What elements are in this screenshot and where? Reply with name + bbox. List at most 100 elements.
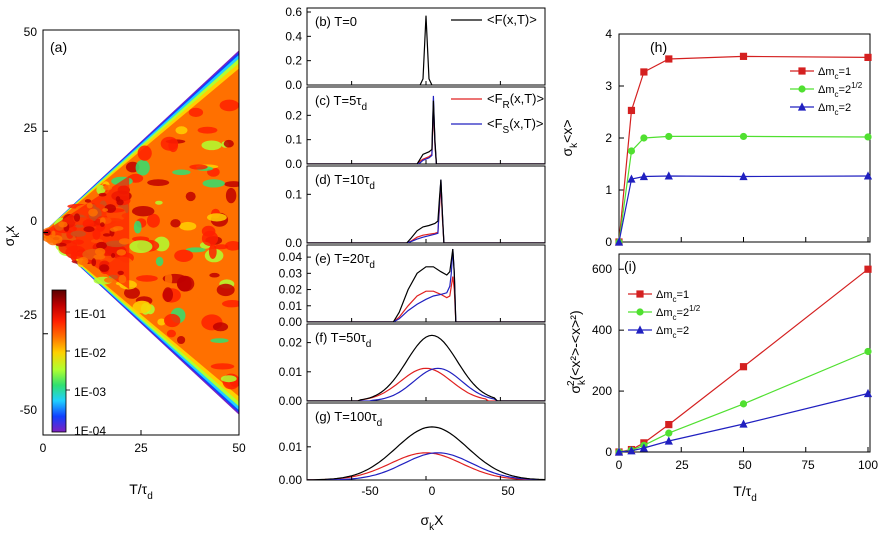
heat-patch	[104, 277, 115, 283]
ytick-label: 0.04	[279, 250, 303, 264]
heat-patch	[86, 202, 93, 209]
heat-patch	[52, 235, 63, 244]
heat-patch	[207, 213, 227, 222]
marker-triangle	[639, 443, 648, 452]
a-ytick-m25: -25	[20, 308, 38, 322]
marker-circle	[665, 429, 673, 437]
marker-circle	[665, 132, 673, 141]
heat-patch	[93, 254, 106, 260]
heat-patch	[58, 221, 68, 228]
heat-patch	[177, 336, 186, 344]
heat-patch	[185, 191, 196, 202]
colorbar-label-2: 1E-02	[74, 346, 106, 360]
panel-b: 0.6 0.4 0.2 0.0 (b) T=0 <F(x,T)>	[285, 5, 546, 92]
heat-patch	[146, 213, 160, 228]
marker-square	[864, 265, 872, 273]
heat-patch	[197, 126, 218, 134]
ytick-label: 0.03	[279, 266, 303, 280]
legend-label: Δmc=2	[656, 325, 689, 340]
ytick-label: 0	[605, 445, 612, 459]
panels-bg-xlabel: σkX	[421, 512, 445, 533]
marker-square	[665, 55, 673, 63]
heat-patch	[99, 264, 110, 272]
heat-patch	[160, 136, 179, 151]
ytick-label: 0.2	[285, 54, 302, 68]
marker-triangle	[797, 102, 807, 111]
panel-c: 0.2 0.1 0.0 (c) T=5τd <FR(x,T)> <FS(x,T)>	[285, 86, 546, 171]
marker-square	[665, 420, 673, 429]
legend-label: Δmc=2	[818, 102, 851, 117]
marker-square	[798, 67, 806, 75]
marker-square	[739, 52, 748, 60]
heat-patch	[109, 227, 119, 232]
i-xtick-0: 0	[616, 458, 623, 472]
panel-a-ylabel: σkx	[1, 226, 22, 247]
ytick-label: 0.0	[285, 236, 302, 250]
marker-triangle	[614, 447, 624, 456]
heat-patch	[124, 287, 140, 299]
heat-patch	[202, 179, 225, 188]
heat-patch	[94, 247, 106, 256]
a-ytick-m50: -50	[20, 403, 38, 417]
heat-patch	[188, 178, 205, 185]
heat-patch	[190, 210, 212, 224]
series-line	[618, 55, 869, 243]
curve-F	[419, 15, 433, 85]
heat-patch	[220, 375, 237, 383]
ytick-label: 600	[592, 262, 612, 276]
heat-patch	[225, 187, 237, 204]
ytick-label: 4	[605, 27, 612, 41]
heat-patch	[156, 303, 171, 309]
heat-patch	[117, 270, 124, 275]
ytick-label: 200	[592, 384, 612, 398]
panel-label: (b) T=0	[315, 14, 357, 29]
heat-core	[43, 175, 130, 290]
curve-F	[307, 248, 545, 322]
legend-label-FS: <FS(x,T)>	[487, 116, 544, 136]
ytick-label: 0	[605, 235, 612, 249]
heat-patch	[210, 338, 229, 343]
i-xtick-50: 50	[738, 458, 752, 472]
marker-triangle	[627, 446, 636, 455]
curve-FR	[307, 452, 545, 480]
ytick-label: 0.01	[279, 365, 303, 379]
heat-patch	[210, 363, 235, 370]
marker-triangle	[739, 419, 748, 428]
colorbar-label-4: 1E-04	[74, 424, 106, 438]
heat-patch	[83, 226, 95, 233]
heat-patch	[91, 258, 97, 267]
heat-patch	[222, 300, 239, 308]
panel-h-ylabel: σk<x>	[559, 120, 580, 157]
colorbar: 1E-01 1E-02 1E-03 1E-04	[51, 289, 106, 438]
heat-patch	[135, 159, 150, 176]
heat-patch	[51, 230, 56, 237]
ytick-label: 0.00	[279, 473, 303, 487]
marker-circle	[739, 132, 748, 141]
marker-triangle	[635, 325, 645, 334]
ytick-label: 3	[605, 79, 612, 93]
panel-a-label: (a)	[50, 39, 67, 55]
heat-patch	[132, 236, 150, 242]
heat-patch	[174, 249, 194, 262]
colorbar-scale	[51, 289, 67, 433]
ytick-label: 0.02	[279, 283, 303, 297]
heat-patch	[220, 348, 229, 355]
panels-bg-x-ticks: -50 0 50	[361, 484, 515, 498]
marker-circle	[739, 400, 748, 408]
a-xtick-25: 25	[134, 441, 148, 455]
marker-circle	[636, 308, 644, 316]
heat-patch	[82, 259, 88, 267]
ytick-label: 0.02	[279, 336, 303, 350]
panel-i-label: (i)	[624, 258, 636, 274]
ytick-label: 2	[605, 131, 612, 145]
heat-patch	[129, 240, 153, 254]
heat-patch	[102, 233, 111, 237]
ytick-label: 0.0	[285, 78, 302, 92]
heat-patch	[116, 199, 124, 206]
panels-b-to-g: 0.6 0.4 0.2 0.0 (b) T=0 <F(x,T)> 0.2 0.1 0.0 (c) …	[279, 5, 546, 487]
curve-F	[307, 100, 545, 164]
panel-label: (c) T=5τd	[315, 93, 367, 113]
heat-patch	[111, 253, 116, 258]
heat-patch	[224, 181, 239, 188]
heat-patch	[209, 272, 220, 278]
